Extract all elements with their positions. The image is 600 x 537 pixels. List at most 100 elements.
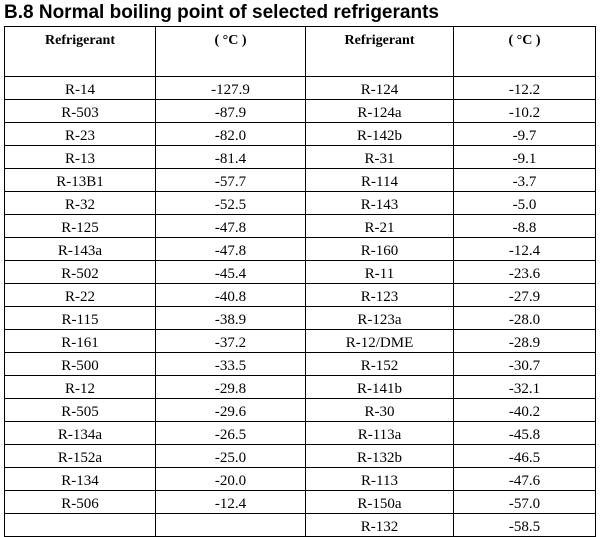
boiling-point-right-cell: -5.0 (453, 191, 596, 215)
refrigerant-left-cell: R-13B1 (4, 168, 156, 192)
refrigerant-left-cell: R-502 (4, 260, 156, 284)
boiling-point-left-cell: -87.9 (155, 99, 306, 123)
refrigerant-right-cell: R-21 (305, 214, 454, 238)
boiling-point-left-cell: -127.9 (155, 76, 306, 100)
refrigerant-left-cell: R-500 (4, 352, 156, 376)
table-row: R-12 -29.8 R-141b -32.1 (4, 375, 596, 399)
refrigerant-left-cell: R-134 (4, 467, 156, 491)
boiling-point-left-cell: -12.4 (155, 490, 306, 514)
refrigerant-right-cell: R-132b (305, 444, 454, 468)
table-header-row: Refrigerant ( °C ) Refrigerant ( °C ) (4, 26, 596, 77)
boiling-point-right-cell: -30.7 (453, 352, 596, 376)
boiling-point-left-cell: -25.0 (155, 444, 306, 468)
boiling-point-left-cell: -29.8 (155, 375, 306, 399)
boiling-point-right-cell: -28.9 (453, 329, 596, 353)
refrigerant-right-cell: R-124a (305, 99, 454, 123)
table-row: R-32 -52.5 R-143 -5.0 (4, 191, 596, 215)
boiling-point-left-cell: -40.8 (155, 283, 306, 307)
boiling-point-table: Refrigerant ( °C ) Refrigerant ( °C ) R-… (4, 26, 596, 537)
refrigerant-right-cell: R-113a (305, 421, 454, 445)
refrigerant-left-cell: R-134a (4, 421, 156, 445)
boiling-point-right-cell: -12.2 (453, 76, 596, 100)
boiling-point-left-cell: -47.8 (155, 214, 306, 238)
refrigerant-right-cell: R-141b (305, 375, 454, 399)
refrigerant-right-cell: R-124 (305, 76, 454, 100)
table-row: R-14 -127.9 R-124 -12.2 (4, 76, 596, 100)
refrigerant-right-cell: R-160 (305, 237, 454, 261)
refrigerant-right-cell: R-123a (305, 306, 454, 330)
refrigerant-left-cell: R-125 (4, 214, 156, 238)
boiling-point-left-cell: -52.5 (155, 191, 306, 215)
table-row: R-152a -25.0 R-132b -46.5 (4, 444, 596, 468)
refrigerant-left-cell: R-14 (4, 76, 156, 100)
boiling-point-right-cell: -3.7 (453, 168, 596, 192)
boiling-point-left-cell: -37.2 (155, 329, 306, 353)
table-row: R-125 -47.8 R-21 -8.8 (4, 214, 596, 238)
boiling-point-right-cell: -8.8 (453, 214, 596, 238)
header-celsius-right: ( °C ) (453, 26, 596, 77)
boiling-point-right-cell: -27.9 (453, 283, 596, 307)
table-row: R-22 -40.8 R-123 -27.9 (4, 283, 596, 307)
refrigerant-right-cell: R-152 (305, 352, 454, 376)
boiling-point-left-cell: -45.4 (155, 260, 306, 284)
refrigerant-right-cell: R-12/DME (305, 329, 454, 353)
boiling-point-left-cell (155, 513, 306, 537)
refrigerant-left-cell: R-143a (4, 237, 156, 261)
refrigerant-right-cell: R-143 (305, 191, 454, 215)
refrigerant-left-cell: R-22 (4, 283, 156, 307)
refrigerant-right-cell: R-31 (305, 145, 454, 169)
refrigerant-left-cell: R-115 (4, 306, 156, 330)
boiling-point-right-cell: -32.1 (453, 375, 596, 399)
boiling-point-left-cell: -38.9 (155, 306, 306, 330)
table-row: R-134 -20.0 R-113 -47.6 (4, 467, 596, 491)
boiling-point-right-cell: -58.5 (453, 513, 596, 537)
table-row: R-500 -33.5 R-152 -30.7 (4, 352, 596, 376)
refrigerant-left-cell (4, 513, 156, 537)
boiling-point-left-cell: -81.4 (155, 145, 306, 169)
boiling-point-left-cell: -33.5 (155, 352, 306, 376)
refrigerant-left-cell: R-506 (4, 490, 156, 514)
boiling-point-right-cell: -45.8 (453, 421, 596, 445)
refrigerant-right-cell: R-113 (305, 467, 454, 491)
boiling-point-right-cell: -12.4 (453, 237, 596, 261)
boiling-point-right-cell: -10.2 (453, 99, 596, 123)
header-refrigerant-right: Refrigerant (305, 26, 454, 77)
boiling-point-right-cell: -40.2 (453, 398, 596, 422)
boiling-point-left-cell: -26.5 (155, 421, 306, 445)
refrigerant-left-cell: R-13 (4, 145, 156, 169)
refrigerant-right-cell: R-11 (305, 260, 454, 284)
table-row: R-506 -12.4 R-150a -57.0 (4, 490, 596, 514)
refrigerant-right-cell: R-142b (305, 122, 454, 146)
refrigerant-left-cell: R-503 (4, 99, 156, 123)
page-title: B.8 Normal boiling point of selected ref… (4, 2, 439, 23)
refrigerant-right-cell: R-123 (305, 283, 454, 307)
refrigerant-left-cell: R-161 (4, 329, 156, 353)
table-row: R-23 -82.0 R-142b -9.7 (4, 122, 596, 146)
table-row: R-13 -81.4 R-31 -9.1 (4, 145, 596, 169)
boiling-point-right-cell: -47.6 (453, 467, 596, 491)
boiling-point-right-cell: -57.0 (453, 490, 596, 514)
refrigerant-left-cell: R-505 (4, 398, 156, 422)
refrigerant-left-cell: R-12 (4, 375, 156, 399)
refrigerant-left-cell: R-32 (4, 191, 156, 215)
refrigerant-right-cell: R-114 (305, 168, 454, 192)
table-row: R-115 -38.9 R-123a -28.0 (4, 306, 596, 330)
boiling-point-left-cell: -47.8 (155, 237, 306, 261)
table-row: R-132 -58.5 (4, 513, 596, 537)
refrigerant-left-cell: R-23 (4, 122, 156, 146)
table-row: R-134a -26.5 R-113a -45.8 (4, 421, 596, 445)
boiling-point-right-cell: -46.5 (453, 444, 596, 468)
table-body: Refrigerant ( °C ) Refrigerant ( °C ) R-… (4, 26, 596, 537)
boiling-point-right-cell: -23.6 (453, 260, 596, 284)
table-row: R-503 -87.9 R-124a -10.2 (4, 99, 596, 123)
header-celsius-left: ( °C ) (155, 26, 306, 77)
refrigerant-right-cell: R-30 (305, 398, 454, 422)
boiling-point-right-cell: -9.1 (453, 145, 596, 169)
boiling-point-left-cell: -29.6 (155, 398, 306, 422)
table-row: R-13B1 -57.7 R-114 -3.7 (4, 168, 596, 192)
boiling-point-left-cell: -57.7 (155, 168, 306, 192)
refrigerant-right-cell: R-150a (305, 490, 454, 514)
refrigerant-left-cell: R-152a (4, 444, 156, 468)
boiling-point-right-cell: -28.0 (453, 306, 596, 330)
table-row: R-161 -37.2 R-12/DME -28.9 (4, 329, 596, 353)
